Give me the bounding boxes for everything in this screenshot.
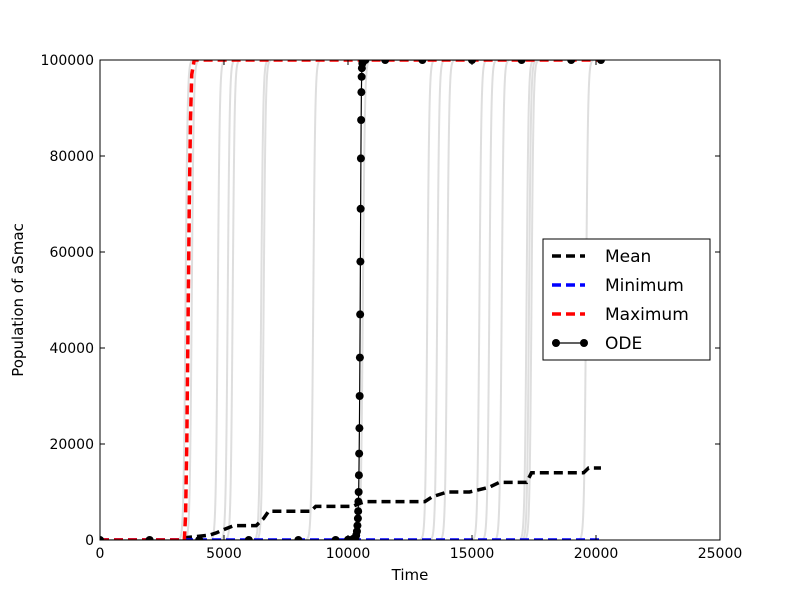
ode-point (355, 424, 364, 433)
trajectory-line-6 (255, 60, 272, 540)
y-tick-label: 40000 (49, 341, 94, 357)
ode-point (596, 60, 605, 64)
x-tick-label: 5000 (206, 546, 242, 562)
ode-point (356, 204, 365, 213)
ode-point (353, 514, 362, 523)
trajectory-line-10 (429, 60, 445, 540)
ode-point (418, 60, 427, 64)
trajectory-line-13 (481, 60, 498, 540)
ode-legend-marker (580, 339, 588, 347)
ode-legend-marker (552, 339, 560, 347)
trajectory-line-2 (210, 60, 226, 540)
legend-box (542, 238, 711, 361)
ode-point (145, 536, 154, 540)
trajectory-line-0 (177, 60, 194, 540)
ode-point (356, 257, 365, 266)
ode-point (244, 536, 253, 540)
trajectory-line-9 (419, 60, 436, 540)
x-axis-label: Time (391, 566, 429, 584)
ode-point (355, 353, 364, 362)
maximum-legend-label: Maximum (605, 305, 689, 325)
ode-point (357, 88, 366, 97)
ode-point (355, 392, 364, 400)
y-tick-label: 20000 (49, 437, 94, 453)
trajectory-line-4 (224, 60, 241, 540)
ode-point (354, 488, 363, 496)
y-axis-label: Population of aSmac (9, 223, 27, 377)
trajectory-line-5 (253, 60, 269, 540)
ode-point (381, 60, 390, 64)
ode-point (354, 497, 363, 506)
ode-point (357, 116, 366, 124)
trajectory-line-11 (439, 60, 455, 540)
x-tick-label: 15000 (450, 546, 495, 562)
x-tick-label: 10000 (326, 546, 371, 562)
ode-point (356, 154, 365, 163)
ode-point (361, 60, 370, 64)
ode-point (357, 72, 366, 81)
ode-point (294, 536, 303, 540)
x-tick-label: 0 (96, 546, 105, 562)
trajectory-line-3 (220, 60, 236, 540)
trajectory-line-7 (305, 60, 321, 540)
mean-series-line (100, 466, 601, 540)
ode-point (352, 527, 361, 536)
ode-point (356, 310, 365, 319)
ode-legend-label: ODE (605, 334, 642, 354)
x-tick-label: 25000 (698, 546, 743, 562)
ode-point (353, 521, 362, 530)
y-tick-label: 100000 (41, 53, 94, 69)
trajectory-line-12 (471, 60, 488, 540)
mean-legend-label: Mean (605, 247, 651, 267)
y-tick-label: 0 (85, 533, 94, 549)
ode-point (567, 60, 576, 64)
trajectory-line-17 (523, 60, 540, 540)
ode-point (355, 449, 364, 458)
y-tick-label: 60000 (49, 245, 94, 261)
legend: Mean Minimum Maximum ODE (542, 238, 711, 361)
ode-point (354, 471, 363, 480)
ode-point (354, 507, 363, 516)
y-tick-label: 80000 (49, 149, 94, 165)
ode-point (331, 536, 340, 540)
axis-ticks: 0 5000 10000 15000 20000 25000 0 20000 40000 6000… (41, 53, 743, 562)
x-tick-label: 20000 (574, 546, 619, 562)
trajectory-line-15 (518, 60, 535, 540)
ode-point (100, 536, 104, 540)
trajectory-line-16 (521, 60, 537, 540)
ode-point (195, 536, 204, 540)
plot-frame (99, 59, 721, 541)
minimum-legend-label: Minimum (605, 276, 684, 296)
trajectory-line-14 (494, 60, 510, 540)
ode-point (517, 60, 526, 64)
